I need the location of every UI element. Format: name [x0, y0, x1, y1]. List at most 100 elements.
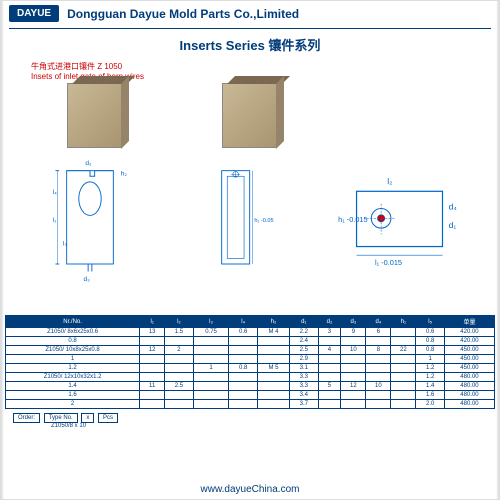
- table-row: Z1050/ 12x10x32x1.23.31.2480.00: [6, 373, 495, 382]
- table-cell: 3.4: [290, 391, 319, 400]
- dim-l1-tol: l₁ -0.015: [375, 258, 402, 267]
- table-cell: [391, 373, 416, 382]
- table-cell: 0.8: [6, 337, 140, 346]
- table-cell: 2.4: [290, 337, 319, 346]
- table-cell: M 4: [257, 328, 289, 337]
- table-header: d₂: [318, 316, 341, 328]
- tech-drawing-top: l₂ d₄ d₁ h₁ -0.015 l₁ -0.015: [332, 152, 479, 292]
- table-header: d₃: [341, 316, 366, 328]
- table-cell: 0.8: [229, 364, 258, 373]
- table-cell: 450.00: [444, 346, 494, 355]
- table-row: 1.210.8M 53.11.2450.00: [6, 364, 495, 373]
- table-cell: [165, 391, 194, 400]
- table-cell: 0.75: [193, 328, 229, 337]
- table-cell: [391, 400, 416, 409]
- table-cell: [341, 391, 366, 400]
- table-cell: 420.00: [444, 328, 494, 337]
- table-row: 23.72.0480.00: [6, 400, 495, 409]
- table-cell: 5: [318, 382, 341, 391]
- table-cell: 9: [341, 328, 366, 337]
- tech-drawing-front: l₁ l₄ d₂ h₂ d₃ l₃: [21, 152, 168, 292]
- table-cell: 480.00: [444, 391, 494, 400]
- table-row: 12.91450.00: [6, 355, 495, 364]
- table-cell: [318, 364, 341, 373]
- table-cell: 1: [193, 364, 229, 373]
- table-row: Z1050/ 8x6x25x0.6131.50.750.6M 42.23960.…: [6, 328, 495, 337]
- table-header: Nr./No.: [6, 316, 140, 328]
- table-cell: [165, 355, 194, 364]
- table-cell: [229, 400, 258, 409]
- table-cell: 3.3: [290, 382, 319, 391]
- table-header: 单量: [444, 316, 494, 328]
- table-cell: [391, 391, 416, 400]
- table-cell: 3: [318, 328, 341, 337]
- table-cell: 480.00: [444, 400, 494, 409]
- divider: [9, 28, 491, 29]
- table-cell: [257, 373, 289, 382]
- order-pcs: Pcs: [98, 413, 118, 423]
- table-cell: [229, 355, 258, 364]
- dim-d2: d₂: [85, 160, 92, 167]
- table-cell: [341, 337, 366, 346]
- table-cell: 1: [416, 355, 445, 364]
- table-cell: [193, 337, 229, 346]
- table-cell: 1.2: [416, 373, 445, 382]
- table-cell: 1.2: [416, 364, 445, 373]
- table-cell: [366, 355, 391, 364]
- table-cell: [318, 391, 341, 400]
- table-cell: [257, 382, 289, 391]
- dim-d4: d₄: [448, 202, 457, 212]
- table-header: l₅: [416, 316, 445, 328]
- table-cell: [229, 337, 258, 346]
- product-image-1: [67, 83, 122, 148]
- table-cell: 1.6: [6, 391, 140, 400]
- dim-l1: l₁: [53, 217, 57, 224]
- table-cell: 2: [165, 346, 194, 355]
- table-cell: [341, 355, 366, 364]
- table-cell: [229, 391, 258, 400]
- table-cell: [229, 382, 258, 391]
- table-cell: 1: [6, 355, 140, 364]
- table-cell: 0.8: [416, 346, 445, 355]
- table-cell: [257, 355, 289, 364]
- dim-h1-side: h₁ -0.05: [255, 218, 274, 224]
- table-cell: [318, 355, 341, 364]
- table-cell: Z1050/ 8x6x25x0.6: [6, 328, 140, 337]
- table-row: 1.63.41.6480.00: [6, 391, 495, 400]
- table-cell: 10: [341, 346, 366, 355]
- table-cell: 450.00: [444, 355, 494, 364]
- company-name: Dongguan Dayue Mold Parts Co.,Limited: [67, 7, 299, 21]
- table-cell: 1.6: [416, 391, 445, 400]
- dim-l4: l₄: [53, 189, 57, 196]
- table-cell: [257, 346, 289, 355]
- page-title: Inserts Series 镶件系列: [1, 35, 499, 55]
- table-cell: [257, 400, 289, 409]
- table-cell: [165, 400, 194, 409]
- order-label: Order:: [13, 413, 40, 423]
- table-cell: [391, 364, 416, 373]
- table-cell: 2.2: [290, 328, 319, 337]
- table-cell: 2.5: [290, 346, 319, 355]
- table-cell: 13: [140, 328, 165, 337]
- table-cell: 1.4: [6, 382, 140, 391]
- table-cell: [140, 400, 165, 409]
- table-cell: 4: [318, 346, 341, 355]
- table-cell: 1.2: [6, 364, 140, 373]
- table-cell: 3.1: [290, 364, 319, 373]
- table-cell: [318, 400, 341, 409]
- table-cell: 1.4: [416, 382, 445, 391]
- product-image-2: [222, 83, 277, 148]
- order-example: Order: Type No. x Pcs Z1050/8 x 10: [13, 413, 495, 429]
- table-header: d₄: [366, 316, 391, 328]
- table-cell: [318, 337, 341, 346]
- table-cell: [391, 337, 416, 346]
- table-cell: [229, 346, 258, 355]
- subtitle-cn: 牛角式进港口镶件 Z 1050: [31, 61, 499, 72]
- table-header: h₂: [257, 316, 289, 328]
- table-header: l₂: [165, 316, 194, 328]
- table-cell: 3.3: [290, 373, 319, 382]
- table-row: 0.82.40.8420.00: [6, 337, 495, 346]
- table-cell: 0.6: [416, 328, 445, 337]
- table-cell: [366, 373, 391, 382]
- diagram-area: l₁ l₄ d₂ h₂ d₃ l₃ h₁ -0.05: [1, 83, 499, 313]
